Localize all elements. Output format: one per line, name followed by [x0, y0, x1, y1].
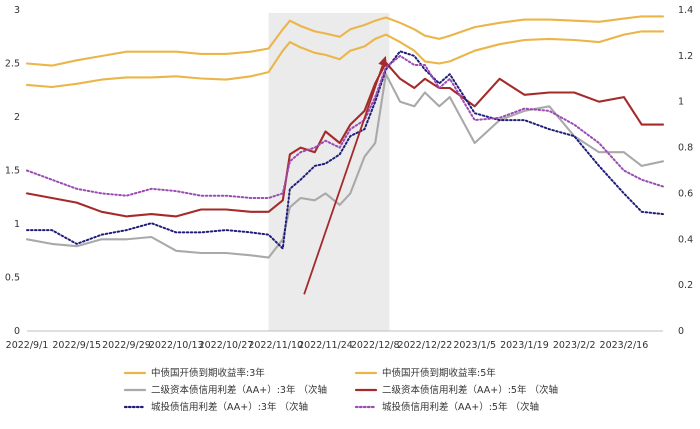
series-line-2	[25, 15, 665, 67]
legend-label-6: 城投债信用利差（AA+）:5年 （次轴	[382, 401, 539, 413]
y-right-tick-label: 0.8	[678, 143, 693, 154]
y-right-tick-label: 0.4	[678, 234, 693, 245]
x-tick-label: 2022/9/29	[102, 340, 151, 351]
legend-label-3: 二级资本债信用利差（AA+）:3年 （次轴	[151, 384, 327, 396]
legend-label-4: 二级资本债信用利差（AA+）:5年 （次轴	[382, 384, 558, 396]
x-tick-label: 2022/10/13	[149, 340, 204, 351]
x-tick-label: 2022/9/1	[6, 340, 49, 351]
legend-label-5: 城投债信用利差（AA+）:3年 （次轴	[151, 401, 308, 413]
y-right-tick-label: 0.2	[678, 280, 693, 291]
series-line-1	[25, 30, 665, 89]
x-tick-label: 2022/11/10	[248, 340, 303, 351]
shaded-region	[268, 13, 390, 331]
y-right-tick-label: 1.4	[678, 5, 693, 16]
y-left-tick-label: 1.5	[5, 166, 20, 177]
x-tick-label: 2023/2/16	[600, 340, 649, 351]
y-left-tick-label: 0.5	[5, 273, 20, 284]
y-right-tick-label: 0.6	[678, 188, 693, 199]
series-line-5	[26, 50, 664, 250]
x-tick-label: 2022/10/27	[199, 340, 254, 351]
series-line-4	[25, 61, 665, 218]
trend-arrow-head	[378, 55, 387, 67]
y-right-tick-label: 1.2	[678, 51, 693, 62]
y-left-tick-label: 2	[14, 112, 20, 123]
x-tick-label: 2023/2/2	[553, 340, 596, 351]
x-tick-label: 2023/1/5	[453, 340, 496, 351]
legend-label-1: 中债国开债到期收益率:3年	[151, 367, 265, 379]
x-tick-label: 2022/12/8	[351, 340, 400, 351]
trend-arrow-shaft	[303, 65, 384, 295]
y-left-tick-label: 0	[14, 326, 20, 337]
y-left-tick-label: 3	[14, 5, 20, 16]
y-right-tick-label: 1	[678, 97, 684, 108]
x-tick-label: 2022/12/22	[398, 340, 453, 351]
y-left-tick-label: 1	[14, 219, 20, 230]
y-left-tick-label: 2.5	[5, 59, 20, 70]
x-tick-label: 2022/9/15	[52, 340, 101, 351]
x-tick-label: 2022/11/24	[298, 340, 353, 351]
series-line-6	[26, 54, 664, 199]
legend-label-2: 中债国开债到期收益率:5年	[382, 367, 496, 379]
y-right-tick-label: 0	[678, 326, 684, 337]
x-tick-label: 2023/1/19	[500, 340, 549, 351]
